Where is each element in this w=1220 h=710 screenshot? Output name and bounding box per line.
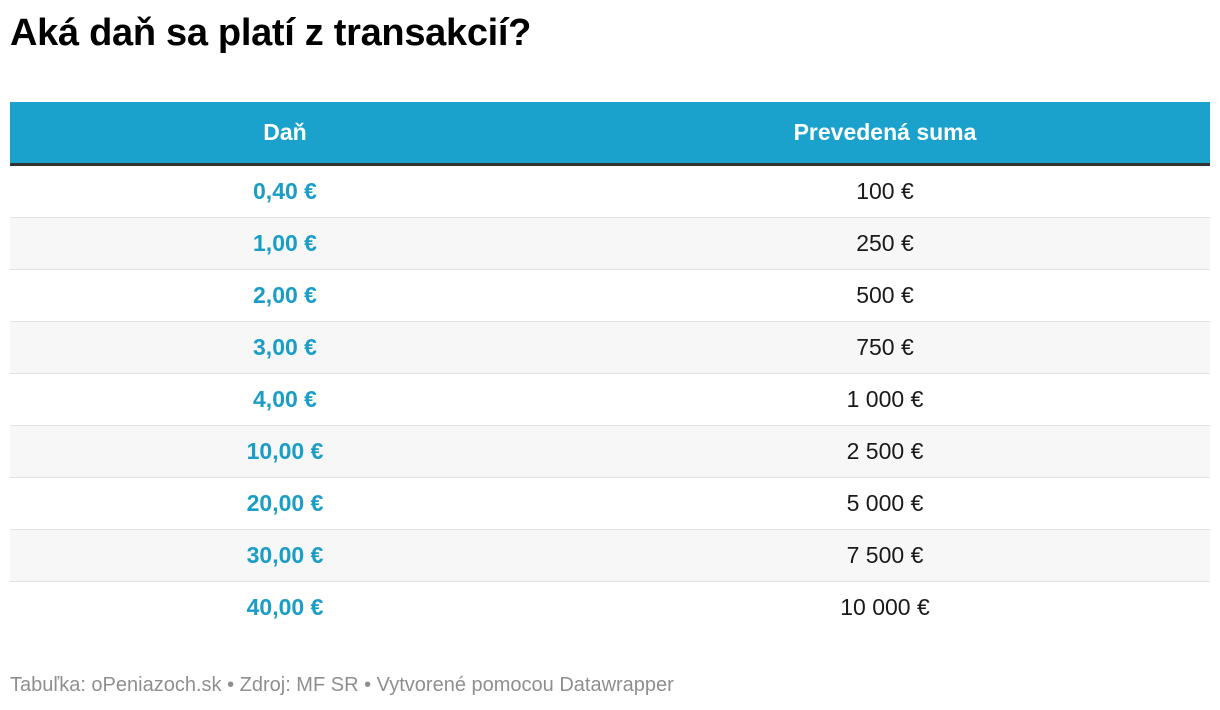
amount-cell: 2 500 € bbox=[846, 438, 924, 464]
table-row: 3,00 € 750 € bbox=[10, 322, 1210, 374]
amount-cell: 7 500 € bbox=[846, 542, 924, 568]
table-row: 1,00 € 250 € bbox=[10, 218, 1210, 270]
table-row: 2,00 € 500 € bbox=[10, 270, 1210, 322]
table-row: 20,00 € 5 000 € bbox=[10, 478, 1210, 530]
tax-cell: 2,00 € bbox=[253, 282, 317, 308]
amount-cell: 250 € bbox=[856, 230, 914, 256]
tax-cell: 0,40 € bbox=[253, 178, 317, 204]
amount-cell: 500 € bbox=[856, 282, 914, 308]
page-title: Aká daň sa platí z transakcií? bbox=[10, 12, 532, 54]
table-body: 0,40 € 100 € 1,00 € 250 € 2,00 € 500 € 3,00 € 7… bbox=[10, 166, 1210, 633]
tax-cell: 1,00 € bbox=[253, 230, 317, 256]
amount-cell: 750 € bbox=[856, 334, 914, 360]
amount-cell: 100 € bbox=[856, 178, 914, 204]
amount-cell: 1 000 € bbox=[846, 386, 924, 412]
column-header-tax[interactable]: Daň bbox=[263, 119, 307, 145]
source-footer: Tabuľka: oPeniazoch.sk • Zdroj: MF SR • … bbox=[10, 674, 674, 696]
tax-cell: 3,00 € bbox=[253, 334, 317, 360]
amount-cell: 5 000 € bbox=[846, 490, 924, 516]
column-header-amount[interactable]: Prevedená suma bbox=[793, 119, 977, 145]
table-row: 10,00 € 2 500 € bbox=[10, 426, 1210, 478]
table-row: 0,40 € 100 € bbox=[10, 166, 1210, 218]
tax-cell: 10,00 € bbox=[246, 438, 324, 464]
table-row: 40,00 € 10 000 € bbox=[10, 582, 1210, 633]
tax-table: Daň Prevedená suma 0,40 € 100 € 1,00 € 250 … bbox=[10, 102, 1210, 633]
tax-cell: 20,00 € bbox=[246, 490, 324, 516]
tax-cell: 4,00 € bbox=[253, 386, 317, 412]
table-row: 4,00 € 1 000 € bbox=[10, 374, 1210, 426]
table-header: Daň Prevedená suma bbox=[10, 102, 1210, 166]
tax-cell: 40,00 € bbox=[246, 594, 324, 620]
table-row: 30,00 € 7 500 € bbox=[10, 530, 1210, 582]
amount-cell: 10 000 € bbox=[840, 594, 930, 620]
tax-cell: 30,00 € bbox=[246, 542, 324, 568]
